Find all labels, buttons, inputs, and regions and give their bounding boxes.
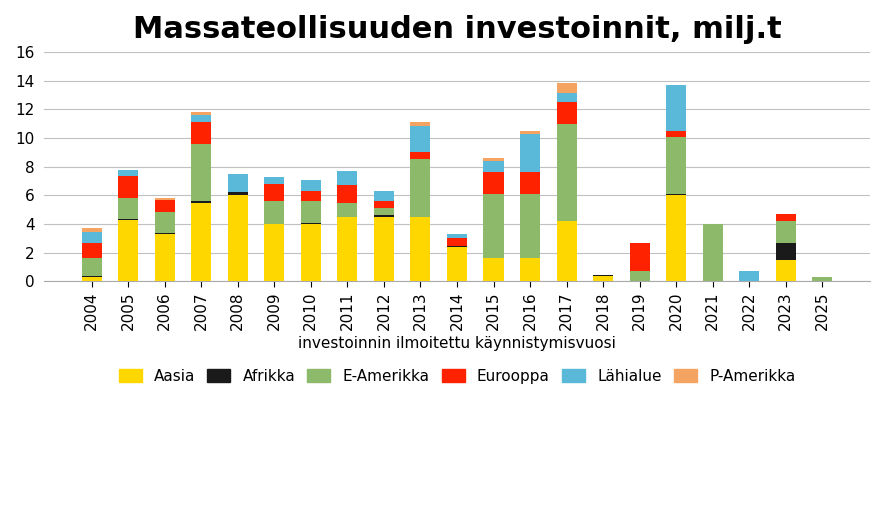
Bar xyxy=(155,198,175,200)
Bar xyxy=(191,112,212,115)
Bar xyxy=(776,214,796,221)
Bar xyxy=(520,259,540,281)
Bar xyxy=(484,158,503,161)
Bar xyxy=(301,224,321,281)
Bar xyxy=(410,152,431,160)
Bar xyxy=(374,201,394,208)
Bar xyxy=(410,160,431,217)
Bar xyxy=(301,179,321,191)
Bar xyxy=(484,161,503,172)
Bar xyxy=(228,193,248,195)
Bar xyxy=(155,200,175,212)
Bar xyxy=(410,122,431,126)
Bar xyxy=(447,245,467,247)
Bar xyxy=(556,221,577,281)
Bar xyxy=(447,234,467,238)
Bar xyxy=(374,208,394,215)
Bar xyxy=(666,195,687,281)
Bar xyxy=(520,134,540,172)
Bar xyxy=(556,84,577,93)
Bar xyxy=(191,201,212,202)
Bar xyxy=(447,247,467,281)
Bar xyxy=(776,243,796,260)
Bar xyxy=(264,184,284,201)
Bar xyxy=(191,115,212,122)
X-axis label: investoinnin ilmoitettu käynnistymisvuosi: investoinnin ilmoitettu käynnistymisvuos… xyxy=(298,336,616,351)
Bar xyxy=(666,136,687,194)
Bar xyxy=(82,277,102,281)
Bar xyxy=(191,122,212,143)
Bar xyxy=(118,176,138,198)
Bar xyxy=(776,221,796,243)
Bar xyxy=(264,201,284,224)
Bar xyxy=(228,174,248,193)
Bar xyxy=(666,85,687,131)
Bar xyxy=(556,93,577,102)
Bar xyxy=(666,194,687,195)
Bar xyxy=(82,228,102,232)
Bar xyxy=(82,276,102,277)
Bar xyxy=(666,131,687,136)
Bar xyxy=(374,191,394,201)
Bar xyxy=(338,202,357,217)
Bar xyxy=(410,217,431,281)
Title: Massateollisuuden investoinnit, milj.t: Massateollisuuden investoinnit, milj.t xyxy=(133,15,781,44)
Bar xyxy=(82,243,102,258)
Bar xyxy=(301,201,321,223)
Bar xyxy=(447,238,467,245)
Bar xyxy=(82,258,102,276)
Bar xyxy=(191,143,212,201)
Bar xyxy=(155,212,175,233)
Bar xyxy=(264,177,284,184)
Bar xyxy=(155,233,175,234)
Bar xyxy=(155,234,175,281)
Bar xyxy=(484,194,503,259)
Bar xyxy=(228,195,248,281)
Bar xyxy=(630,243,649,271)
Bar xyxy=(556,124,577,221)
Bar xyxy=(556,102,577,124)
Bar xyxy=(118,198,138,219)
Bar xyxy=(703,224,723,281)
Legend: Aasia, Afrikka, E-Amerikka, Eurooppa, Lähialue, P-Amerikka: Aasia, Afrikka, E-Amerikka, Eurooppa, Lä… xyxy=(113,363,802,390)
Bar xyxy=(374,215,394,217)
Bar xyxy=(338,217,357,281)
Bar xyxy=(520,131,540,134)
Bar xyxy=(82,232,102,243)
Bar xyxy=(264,224,284,281)
Bar xyxy=(118,170,138,176)
Bar xyxy=(374,217,394,281)
Bar xyxy=(118,220,138,281)
Bar xyxy=(484,172,503,194)
Bar xyxy=(776,260,796,281)
Bar xyxy=(410,126,431,152)
Bar xyxy=(520,172,540,194)
Bar xyxy=(520,194,540,259)
Bar xyxy=(338,186,357,202)
Bar xyxy=(191,202,212,281)
Bar xyxy=(118,219,138,220)
Bar xyxy=(739,271,759,281)
Bar xyxy=(301,223,321,224)
Bar xyxy=(593,275,613,276)
Bar xyxy=(630,271,649,281)
Bar xyxy=(338,171,357,186)
Bar xyxy=(484,259,503,281)
Bar xyxy=(301,191,321,201)
Bar xyxy=(812,277,832,281)
Bar xyxy=(593,276,613,281)
